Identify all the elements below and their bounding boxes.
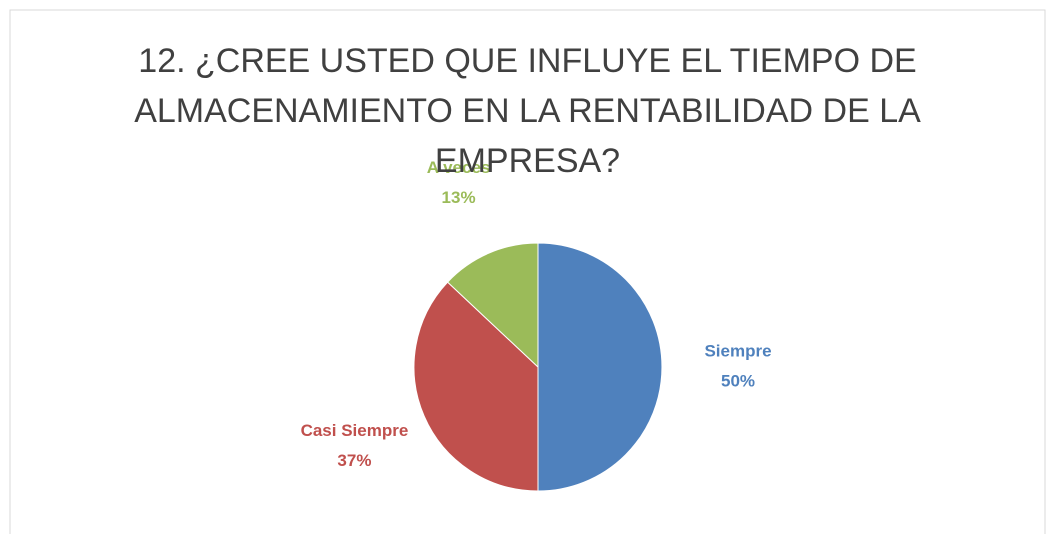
chart-title: 12. ¿CREE USTED QUE INFLUYE EL TIEMPO DE… [134, 42, 921, 180]
data-label-name: Siempre [704, 341, 771, 360]
pie-slice [537, 242, 663, 492]
pie-slice [413, 281, 539, 492]
data-label-value: 37% [337, 451, 371, 470]
data-label-value: 50% [721, 371, 755, 390]
data-label-value: 13% [442, 188, 476, 207]
pie-slice [446, 242, 539, 369]
data-label-name: A veces [427, 158, 491, 177]
data-label-name: Casi Siempre [301, 421, 409, 440]
